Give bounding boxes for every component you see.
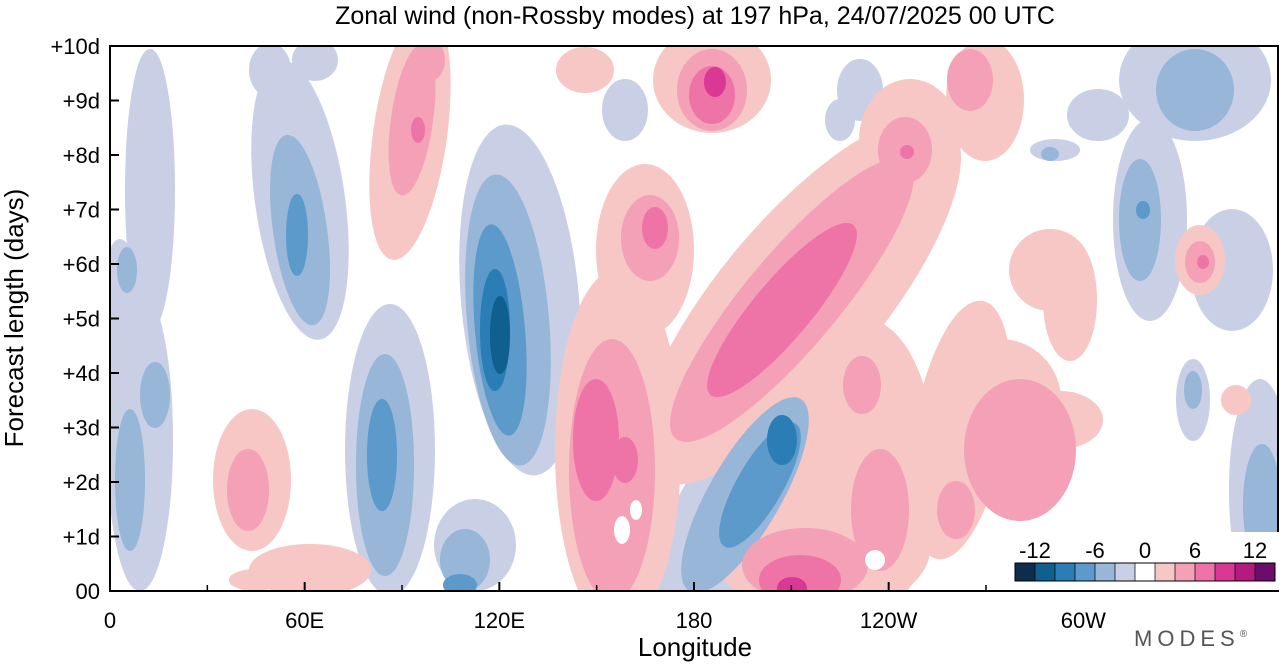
colorbar-label: 0 xyxy=(1139,538,1151,563)
x-tick-label: 60E xyxy=(285,608,324,633)
colorbar-swatch xyxy=(1195,563,1216,581)
colorbar-label: -12 xyxy=(1019,538,1051,563)
negative-anomaly-contour xyxy=(249,46,291,97)
negative-anomaly-contour xyxy=(140,362,170,428)
positive-anomaly-contour xyxy=(937,481,975,539)
neutral-gap xyxy=(614,516,630,544)
positive-anomaly-contour xyxy=(415,46,445,81)
colorbar-swatch xyxy=(1035,563,1056,581)
neutral-gap xyxy=(865,550,885,570)
positive-anomaly-contour xyxy=(704,67,726,97)
negative-anomaly-contour xyxy=(292,46,338,81)
y-tick-label: 00 xyxy=(76,579,100,604)
positive-anomaly-contour xyxy=(227,449,269,531)
colorbar-swatch xyxy=(1115,563,1136,581)
positive-anomaly-contour xyxy=(411,117,425,143)
negative-anomaly-contour xyxy=(825,99,855,141)
positive-anomaly-contour xyxy=(556,47,614,93)
negative-anomaly-contour xyxy=(1119,159,1161,281)
y-tick-label: +8d xyxy=(63,143,100,168)
colorbar-swatch xyxy=(1235,563,1256,581)
y-tick-label: +10d xyxy=(50,34,100,59)
x-axis-label: Longitude xyxy=(638,632,752,662)
colorbar-label: 6 xyxy=(1189,538,1201,563)
negative-anomaly-contour xyxy=(1156,49,1234,131)
negative-anomaly-contour xyxy=(1067,89,1129,141)
positive-anomaly-contour xyxy=(964,379,1076,521)
colorbar-swatch xyxy=(1175,563,1196,581)
y-axis-label: Forecast length (days) xyxy=(0,189,29,448)
negative-anomaly-contour xyxy=(286,194,308,276)
colorbar-swatch xyxy=(1095,563,1116,581)
positive-anomaly-contour xyxy=(777,577,807,591)
colorbar-swatch xyxy=(1055,563,1076,581)
y-tick-label: +5d xyxy=(63,307,100,332)
x-tick-label: 120W xyxy=(860,608,918,633)
negative-anomaly-contour xyxy=(443,574,477,591)
positive-anomaly-contour xyxy=(642,207,668,249)
positive-anomaly-contour xyxy=(612,437,638,483)
x-tick-label: 0 xyxy=(104,608,116,633)
x-tick-label: 60W xyxy=(1061,608,1106,633)
positive-anomaly-contour xyxy=(947,49,993,111)
positive-anomaly-contour xyxy=(1197,255,1209,269)
negative-anomaly-contour xyxy=(367,399,397,511)
chart-title: Zonal wind (non-Rossby modes) at 197 hPa… xyxy=(335,2,1055,30)
negative-anomaly-contour xyxy=(1136,201,1150,219)
colorbar-label: 12 xyxy=(1243,538,1267,563)
y-tick-label: +4d xyxy=(63,361,100,386)
brand-logo: MODES® xyxy=(1134,626,1252,651)
positive-anomaly-contour xyxy=(573,379,619,501)
colorbar-swatch xyxy=(1215,563,1236,581)
colorbar: -12 -6 0 6 12 xyxy=(1004,532,1280,590)
x-tick-label: 120E xyxy=(474,608,525,633)
y-tick-label: +2d xyxy=(63,470,100,495)
y-tick-label: +7d xyxy=(63,198,100,223)
negative-anomaly-contour xyxy=(115,409,145,551)
negative-anomaly-contour xyxy=(1041,147,1059,161)
colorbar-swatch xyxy=(1135,563,1156,581)
negative-anomaly-contour xyxy=(117,247,137,293)
y-tick-label: +3d xyxy=(63,416,100,441)
y-tick-label: +9d xyxy=(63,89,100,114)
positive-anomaly-contour xyxy=(229,569,281,591)
colorbar-swatch xyxy=(1015,563,1036,581)
x-tick-label: 180 xyxy=(676,608,713,633)
colorbar-swatch xyxy=(1155,563,1176,581)
positive-anomaly-contour xyxy=(802,244,828,286)
colorbar-label: -6 xyxy=(1085,538,1105,563)
colorbar-swatch xyxy=(1075,563,1096,581)
negative-anomaly-contour xyxy=(490,296,510,374)
negative-anomaly-contour xyxy=(602,79,648,141)
positive-anomaly-contour xyxy=(851,449,909,571)
negative-anomaly-contour xyxy=(767,415,797,465)
y-tick-label: +6d xyxy=(63,252,100,277)
neutral-gap xyxy=(630,500,642,520)
contour-field xyxy=(110,46,1278,591)
positive-anomaly-contour xyxy=(1221,385,1251,415)
y-tick-label: +1d xyxy=(63,525,100,550)
positive-anomaly-contour xyxy=(843,356,881,414)
positive-anomaly-contour xyxy=(900,145,914,159)
positive-anomaly-contour xyxy=(388,46,436,196)
positive-anomaly-contour xyxy=(1043,239,1097,361)
negative-anomaly-contour xyxy=(1184,371,1202,409)
colorbar-swatch xyxy=(1255,563,1276,581)
